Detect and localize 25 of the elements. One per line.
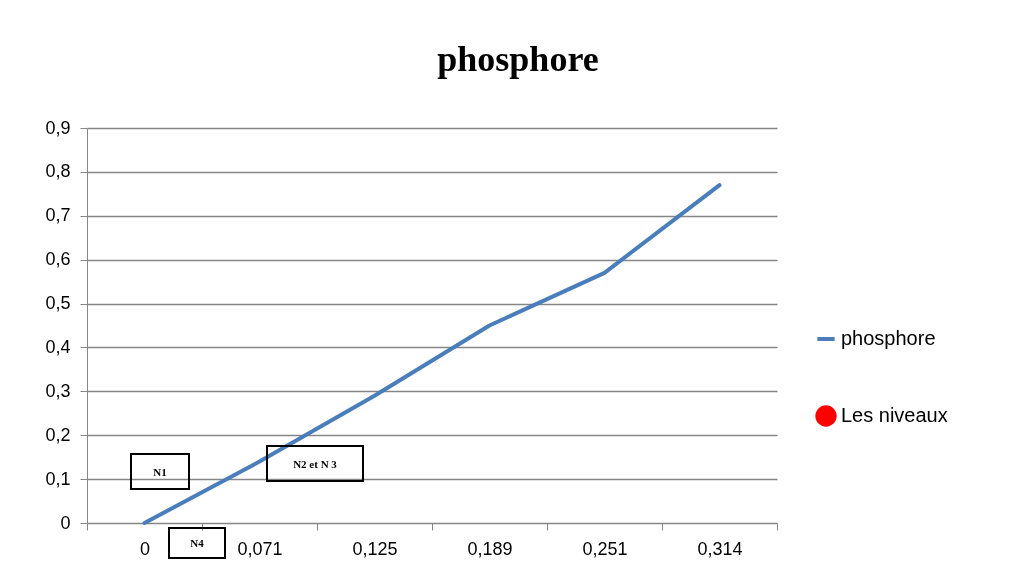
x-tick-label: 0,071 [237, 538, 283, 559]
x-tick-label: 0,251 [582, 538, 628, 559]
y-tick-label: 0,1 [45, 468, 71, 489]
y-tick-label: 0,9 [45, 117, 71, 138]
annotation: N1 [151, 465, 169, 478]
y-tick-label: 0,5 [45, 293, 71, 314]
y-tick-label: 0 [60, 512, 71, 533]
y-tick-label: 0,2 [45, 424, 71, 445]
label-frame: N4 [168, 527, 226, 559]
y-tick-label: 0,7 [45, 205, 71, 226]
label-frame: N2 et N 3 [266, 445, 364, 482]
x-tick-label: 0 [139, 538, 151, 559]
annotation: N2 et N 3 [291, 457, 339, 470]
x-tick-label: 0,189 [467, 538, 513, 559]
chart-title: phosphore [437, 39, 599, 79]
y-tick-label: 0,3 [45, 380, 71, 401]
y-tick-label: 0,6 [45, 249, 71, 270]
y-tick-label: 0,8 [45, 161, 71, 182]
line-series [142, 183, 722, 525]
legend-label: phosphore [841, 327, 936, 349]
x-tick-label: 0,314 [697, 538, 743, 559]
x-tick-label: 0,125 [352, 538, 398, 559]
legend-label: Les niveaux [841, 404, 948, 426]
label-frame: N1 [130, 453, 190, 490]
y-tick-label: 0,4 [45, 336, 71, 357]
